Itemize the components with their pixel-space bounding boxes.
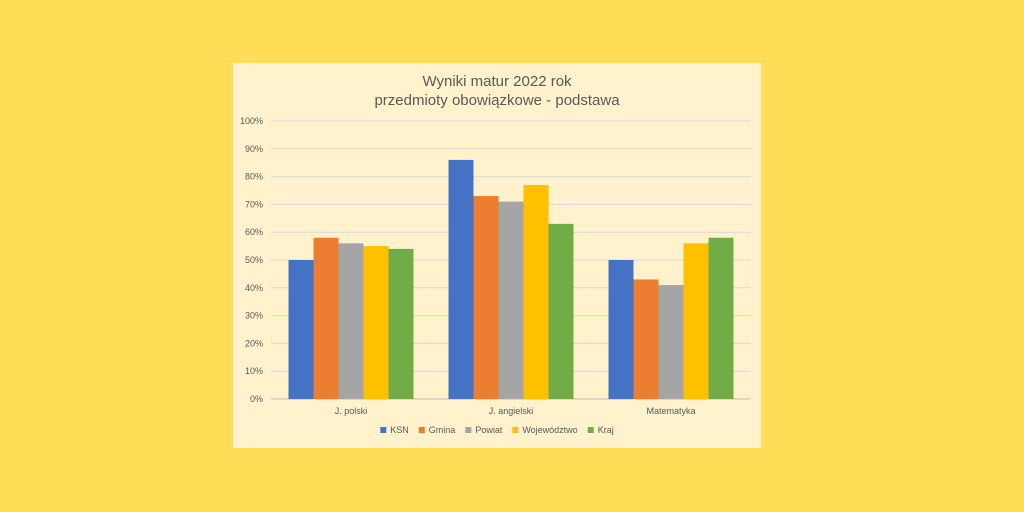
x-category-label: Matematyka (646, 406, 695, 416)
bar-kraj-2 (548, 223, 574, 399)
legend-swatch-ksn (380, 427, 387, 433)
y-tick-label: 60% (245, 227, 263, 237)
bar-ksn-2 (448, 159, 474, 399)
y-tick-label: 20% (245, 338, 263, 348)
legend-label: KSN (390, 425, 409, 435)
chart-card: Wyniki matur 2022 rok przedmioty obowiąz… (233, 63, 761, 448)
legend-label: Powiat (475, 425, 503, 435)
legend-swatch-województwo (512, 427, 519, 433)
bar-kraj-1 (388, 248, 414, 399)
bar-kraj-3 (708, 237, 734, 399)
y-tick-label: 100% (240, 116, 263, 126)
bar-powiat-3 (658, 285, 684, 399)
bar-chart: Wyniki matur 2022 rok przedmioty obowiąz… (240, 73, 751, 435)
y-tick-label: 10% (245, 366, 263, 376)
legend-label: Gmina (429, 425, 456, 435)
legend-swatch-gmina (418, 427, 425, 433)
bar-województwo-3 (683, 243, 709, 399)
bar-ksn-3 (608, 260, 634, 399)
legend-swatch-kraj (587, 427, 594, 433)
bar-gmina-1 (313, 237, 339, 399)
y-tick-label: 30% (245, 311, 263, 321)
bar-gmina-3 (633, 279, 659, 399)
legend-label: Województwo (522, 425, 577, 435)
chart-subtitle: przedmioty obowiązkowe - podstawa (374, 92, 620, 109)
legend-swatch-powiat (465, 427, 472, 433)
bar-powiat-1 (338, 243, 364, 399)
bar-ksn-1 (288, 260, 314, 399)
y-tick-label: 80% (245, 172, 263, 182)
y-tick-label: 50% (245, 255, 263, 265)
bar-powiat-2 (498, 201, 524, 399)
y-axis-ticks: 0% 10% 20% 30% 40% 50% 60% 70% 80% 90% 100% (240, 116, 263, 404)
chart-title: Wyniki matur 2022 rok (422, 73, 572, 90)
legend-label: Kraj (598, 425, 614, 435)
bar-województwo-1 (363, 246, 389, 399)
bar-województwo-2 (523, 184, 549, 399)
x-axis-categories: J. polski J. angielski Matematyka (335, 406, 696, 416)
x-category-label: J. polski (335, 406, 368, 416)
y-tick-label: 90% (245, 144, 263, 154)
x-category-label: J. angielski (489, 406, 534, 416)
bars (288, 159, 734, 399)
legend: KSN Gmina Powiat Województwo Kraj (380, 425, 614, 435)
bar-gmina-2 (473, 196, 499, 399)
y-tick-label: 0% (250, 394, 263, 404)
y-tick-label: 70% (245, 199, 263, 209)
y-tick-label: 40% (245, 283, 263, 293)
